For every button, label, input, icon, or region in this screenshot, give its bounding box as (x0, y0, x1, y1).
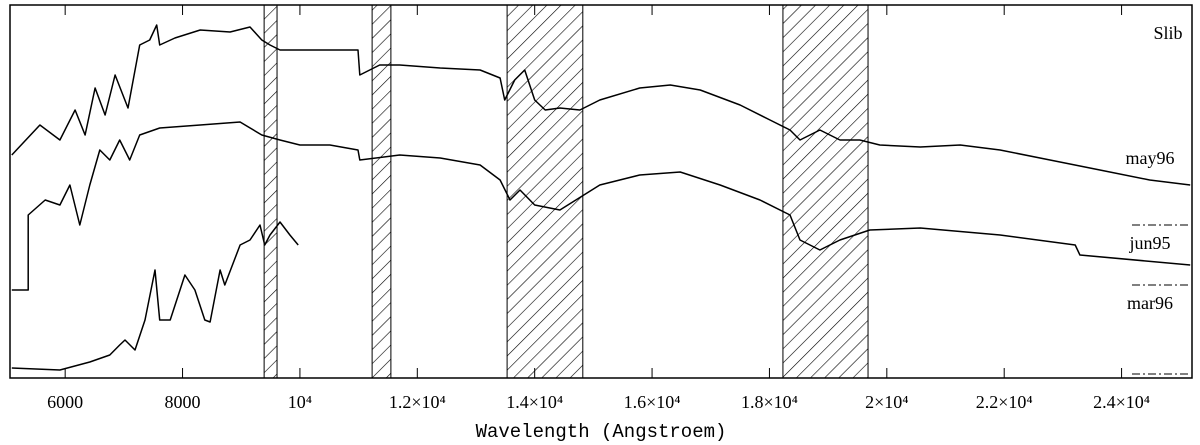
excluded-band (263, 4, 278, 379)
spectrum-line (11, 221, 299, 371)
excluded-band (782, 4, 869, 379)
zero-levels (1132, 224, 1190, 375)
excluded-band (506, 4, 584, 379)
series-label: jun95 (1128, 233, 1170, 253)
spectrum-line (11, 24, 1191, 186)
x-tick-label: 1.6×10⁴ (624, 392, 681, 412)
x-tick-label: 8000 (165, 392, 201, 412)
x-tick-label: 6000 (47, 392, 83, 412)
x-tick-label: 10⁴ (288, 392, 312, 412)
x-tick-label: 2×10⁴ (865, 392, 908, 412)
x-tick-label: 1.8×10⁴ (741, 392, 798, 412)
series-label: may96 (1126, 148, 1175, 168)
annotation: Slib (1153, 23, 1182, 43)
spectrum-line (11, 121, 1191, 291)
excluded-band (371, 4, 392, 379)
plot-frame (9, 4, 1193, 379)
x-axis-label: Wavelength (Angstroem) (476, 421, 727, 443)
series-label: mar96 (1127, 293, 1173, 313)
x-tick-label: 2.2×10⁴ (976, 392, 1033, 412)
x-tick-label: 1.4×10⁴ (506, 392, 563, 412)
x-tick-label: 1.2×10⁴ (389, 392, 446, 412)
x-tick-label: 2.4×10⁴ (1093, 392, 1150, 412)
